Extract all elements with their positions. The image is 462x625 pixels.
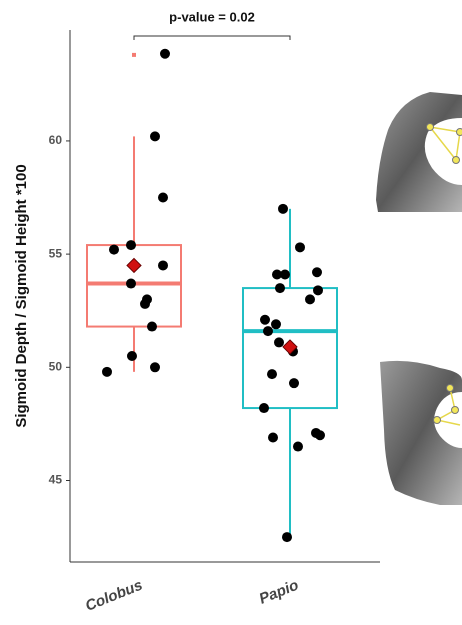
data-point (260, 315, 270, 325)
data-point (158, 260, 168, 270)
data-point (267, 369, 277, 379)
bone-image-bottom (380, 361, 462, 505)
y-tick-label: 60 (49, 133, 63, 147)
data-point (126, 279, 136, 289)
bone-image-top (376, 92, 462, 212)
chart: Sigmoid Depth / Sigmoid Height *100 p-va… (0, 0, 462, 625)
data-point (102, 367, 112, 377)
data-point (263, 326, 273, 336)
data-point (305, 294, 315, 304)
annotation: p-value = 0.02 (169, 9, 255, 24)
data-point (268, 432, 278, 442)
data-point (160, 49, 170, 59)
outlier (132, 53, 136, 57)
data-point (127, 351, 137, 361)
data-point (278, 204, 288, 214)
data-point (295, 242, 305, 252)
data-point (259, 403, 269, 413)
data-point (126, 240, 136, 250)
y-tick-label: 55 (49, 246, 63, 260)
x-tick-label: Papio (257, 577, 301, 608)
data-point (147, 322, 157, 332)
x-tick-label: Colobus (83, 577, 145, 615)
data-point (312, 267, 322, 277)
y-axis-label: Sigmoid Depth / Sigmoid Height *100 (13, 164, 30, 427)
data-point (315, 430, 325, 440)
data-point (313, 285, 323, 295)
data-point (275, 283, 285, 293)
y-tick-label: 45 (49, 473, 63, 487)
data-point (150, 131, 160, 141)
mean-marker (127, 258, 141, 272)
data-point (293, 442, 303, 452)
data-point (109, 245, 119, 255)
significance-bracket (134, 36, 290, 40)
data-point (274, 337, 284, 347)
data-point (158, 193, 168, 203)
data-point (280, 269, 290, 279)
data-point (282, 532, 292, 542)
data-point (140, 299, 150, 309)
data-point (271, 319, 281, 329)
data-point (289, 378, 299, 388)
data-point (150, 362, 160, 372)
y-tick-label: 50 (49, 359, 63, 373)
